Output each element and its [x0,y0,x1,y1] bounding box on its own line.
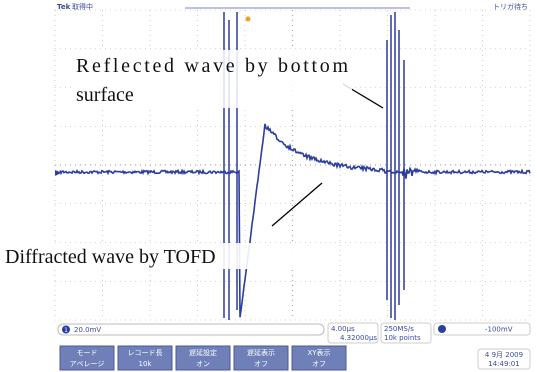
trig-badge [438,325,446,333]
date: 4 9月 2009 [485,351,523,359]
menu-top: 遅延表示 [247,348,275,357]
annotation: Diffracted wave by TOFD [5,246,216,268]
time: 14:49:01 [488,360,519,368]
annotation: surface [76,84,134,106]
menu-bottom: オフ [254,360,268,368]
ch-scale: 20.0mV [74,326,101,334]
trigger-level: -100mV [485,326,513,334]
menu-top: レコード長 [128,349,163,357]
menu-bottom: オフ [312,360,326,368]
annotation: Reflected wave by bottom [76,55,348,77]
menu-bottom: オン [196,360,210,368]
timebase: 4.00μs [331,325,355,333]
acq-status: 取得中 [72,2,93,11]
trigger-status: トリガ待ち [493,2,528,11]
menu-top: XY表示 [307,348,330,357]
menu-top: 遅延設定 [189,348,217,357]
brand: Tek [57,3,71,11]
record-length: 10k points [384,334,421,342]
menu-top: モード [77,349,98,357]
oscilloscope-screen: Tek 取得中 トリガ待ち ▶ Reflected wave by bottom… [0,0,537,372]
trig-box [434,323,530,335]
menu-bottom: 10k [139,360,153,368]
delay: 4.32000μs [340,334,377,342]
trigger-marker [246,17,251,22]
sample-rate: 250MS/s [384,325,414,333]
menu-bottom: アベレージ [70,360,105,368]
ch-number: 1 [64,327,68,334]
